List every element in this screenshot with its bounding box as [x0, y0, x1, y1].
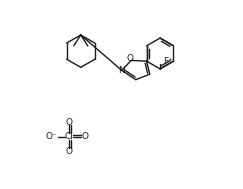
- Text: O: O: [66, 118, 73, 126]
- Text: Cl: Cl: [65, 132, 74, 141]
- Text: O: O: [82, 132, 89, 141]
- Text: O⁻: O⁻: [45, 132, 57, 141]
- Text: O: O: [127, 54, 134, 63]
- Text: F⁺: F⁺: [163, 57, 173, 66]
- Text: O: O: [66, 147, 73, 156]
- Text: N: N: [118, 66, 125, 75]
